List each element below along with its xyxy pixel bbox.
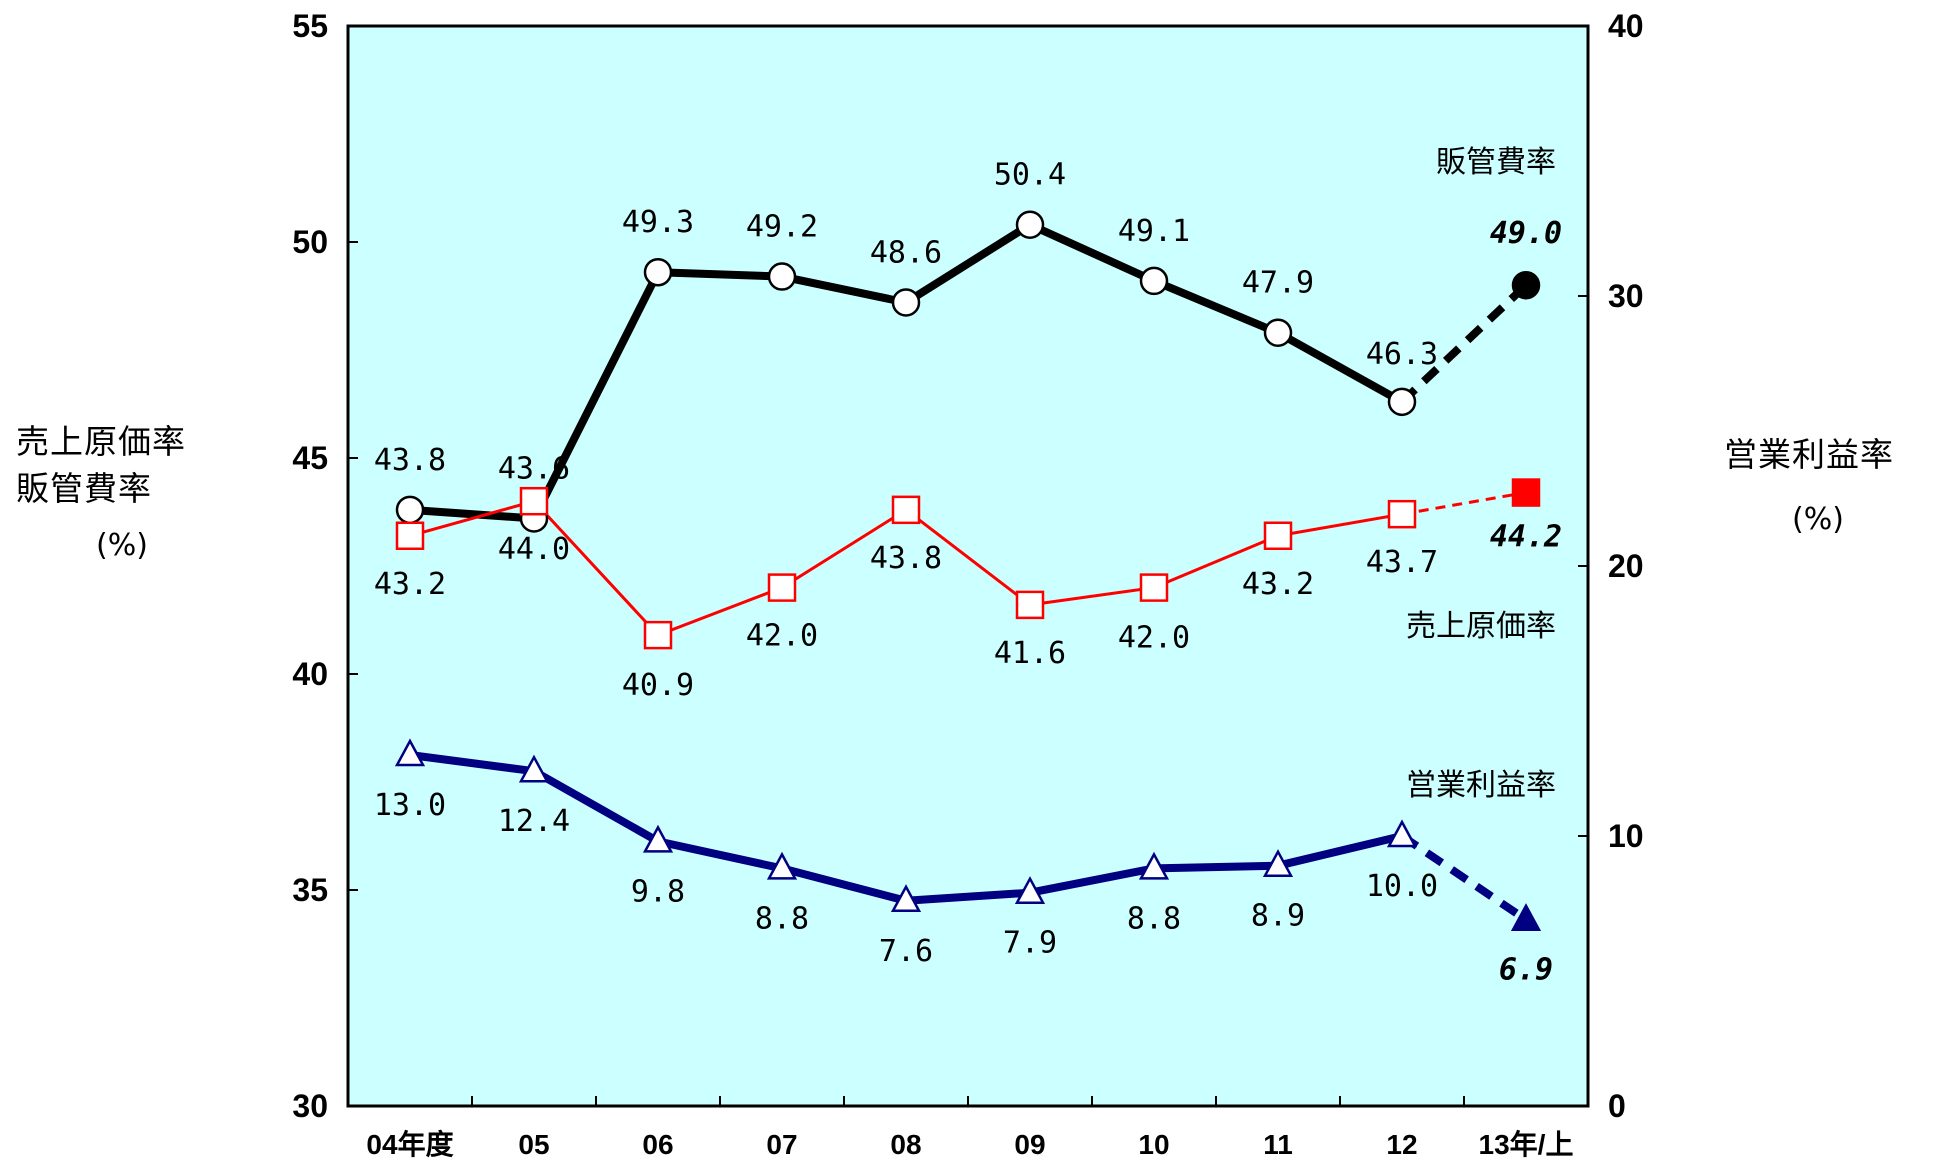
- cogs-ratio-point: [397, 523, 423, 549]
- x-axis-tick-label: 13年/上: [1479, 1128, 1574, 1160]
- operating-margin-data-label: 8.8: [1127, 901, 1181, 936]
- operating-margin-series-label: 営業利益率: [1406, 768, 1556, 803]
- sga-ratio-data-label: 50.4: [994, 158, 1066, 193]
- sga-ratio-data-label: 49.1: [1118, 214, 1190, 249]
- right-axis-title: 営業利益率: [1724, 428, 1894, 476]
- sga-ratio-data-label: 47.9: [1242, 266, 1314, 301]
- operating-margin-data-label: 7.9: [1003, 926, 1057, 961]
- right-axis-tick-label: 30: [1608, 278, 1644, 314]
- operating-margin-data-label: 12.4: [498, 804, 570, 839]
- sga-ratio-data-label: 48.6: [870, 235, 942, 270]
- x-axis-tick-label: 11: [1263, 1129, 1293, 1160]
- cogs-ratio-data-label: 43.2: [1242, 567, 1314, 602]
- x-axis-tick-label: 09: [1014, 1129, 1045, 1160]
- x-axis-tick-label: 12: [1386, 1129, 1417, 1160]
- left-axis-tick-label: 45: [292, 440, 328, 476]
- sga-ratio-point: [893, 289, 919, 315]
- cogs-ratio-point: [1017, 592, 1043, 618]
- cogs-ratio-data-label: 42.0: [746, 619, 818, 654]
- left-axis-tick-label: 50: [292, 224, 328, 260]
- cogs-ratio-series-label: 売上原価率: [1406, 609, 1556, 644]
- cogs-ratio-data-label: 44.2: [1490, 520, 1562, 555]
- left-axis-tick-label: 40: [292, 656, 328, 692]
- cogs-ratio-data-label: 44.0: [498, 532, 570, 567]
- operating-margin-data-label: 7.6: [879, 934, 933, 969]
- operating-margin-data-label: 8.9: [1251, 899, 1305, 934]
- cogs-ratio-point: [893, 497, 919, 523]
- left-axis-unit: (%): [96, 528, 148, 563]
- right-axis-unit: (%): [1792, 502, 1844, 537]
- cogs-ratio-data-label: 40.9: [622, 668, 694, 703]
- right-axis-tick-label: 20: [1608, 548, 1644, 584]
- left-axis-tick-label: 30: [292, 1088, 328, 1124]
- sga-ratio-data-label: 49.3: [622, 205, 694, 240]
- cogs-ratio-data-label: 42.0: [1118, 621, 1190, 656]
- x-axis-tick-label: 10: [1138, 1129, 1169, 1160]
- right-axis-tick-label: 40: [1608, 8, 1644, 44]
- sga-ratio-data-label: 43.8: [374, 443, 446, 478]
- x-axis-tick-label: 05: [518, 1129, 549, 1160]
- right-axis-tick-label: 10: [1608, 818, 1644, 854]
- sga-ratio-point: [1141, 268, 1167, 294]
- x-axis-tick-label: 07: [766, 1129, 797, 1160]
- right-axis-tick-label: 0: [1608, 1088, 1626, 1124]
- cogs-ratio-data-label: 43.8: [870, 541, 942, 576]
- x-axis-tick-label: 08: [890, 1129, 921, 1160]
- sga-ratio-point: [1265, 320, 1291, 346]
- sga-ratio-data-label: 49.0: [1490, 216, 1562, 251]
- left-axis-title-line-1: 売上原価率: [16, 415, 186, 463]
- sga-ratio-point: [769, 264, 795, 290]
- cogs-ratio-point: [521, 488, 547, 514]
- operating-margin-data-label: 10.0: [1366, 869, 1438, 904]
- cogs-ratio-point: [1513, 480, 1539, 506]
- sga-ratio-data-label: 49.2: [746, 210, 818, 245]
- cogs-ratio-data-label: 43.2: [374, 567, 446, 602]
- operating-margin-data-label: 13.0: [374, 788, 446, 823]
- sga-ratio-point: [645, 259, 671, 285]
- cogs-ratio-data-label: 43.7: [1366, 545, 1438, 580]
- cogs-ratio-point: [645, 622, 671, 648]
- x-axis-tick-label: 04年度: [366, 1128, 453, 1160]
- sga-ratio-data-label: 46.3: [1366, 337, 1438, 372]
- left-axis-title-line-2: 販管費率: [16, 462, 152, 510]
- x-axis-tick-label: 06: [642, 1129, 673, 1160]
- cogs-ratio-point: [1389, 501, 1415, 527]
- operating-margin-data-label: 9.8: [631, 874, 685, 909]
- sga-ratio-series-label: 販管費率: [1436, 145, 1556, 180]
- left-axis-tick-label: 35: [292, 872, 328, 908]
- left-axis-tick-label: 55: [292, 8, 328, 44]
- sga-ratio-point: [1389, 389, 1415, 415]
- sga-ratio-point: [397, 497, 423, 523]
- sga-ratio-point: [1513, 272, 1539, 298]
- sga-ratio-point: [1017, 212, 1043, 238]
- operating-margin-data-label: 6.9: [1499, 953, 1553, 988]
- cogs-ratio-point: [1141, 575, 1167, 601]
- sga-ratio-data-label: 43.6: [498, 451, 570, 486]
- cogs-ratio-point: [769, 575, 795, 601]
- operating-margin-data-label: 8.8: [755, 901, 809, 936]
- cogs-ratio-point: [1265, 523, 1291, 549]
- cogs-ratio-data-label: 41.6: [994, 636, 1066, 671]
